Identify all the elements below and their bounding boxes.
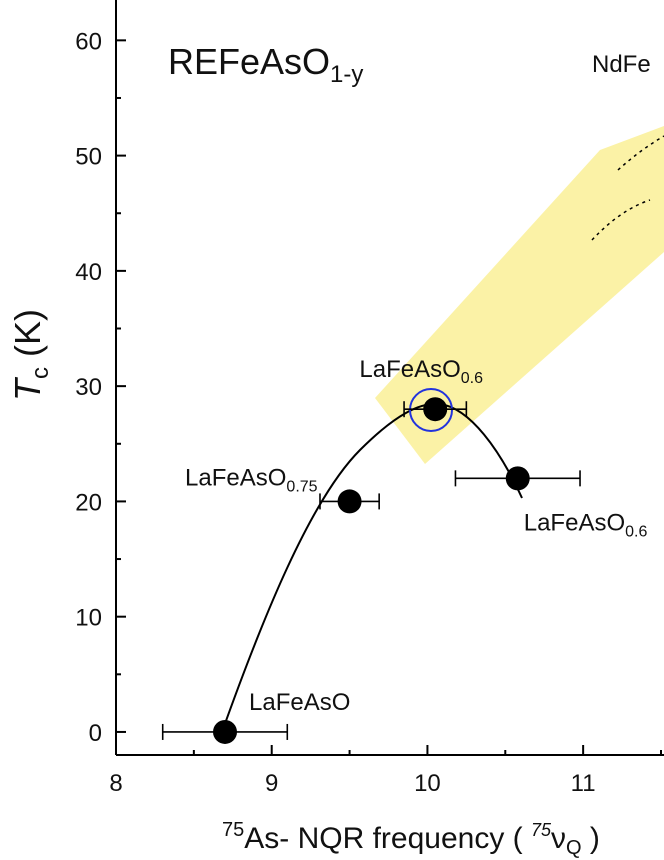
- x-tick-label: 8: [109, 770, 122, 797]
- x-label-symbol: ν: [551, 822, 566, 855]
- data-point: [213, 719, 237, 744]
- point-label-sub: 0.6: [461, 370, 483, 387]
- x-label-text: As- NQR frequency (: [244, 822, 531, 855]
- y-label-rest: (K): [7, 309, 48, 367]
- y-tick-label: 50: [75, 144, 102, 171]
- y-label-sub: c: [27, 367, 54, 379]
- dashed-curve: [617, 135, 664, 171]
- x-axis-label: 75As- NQR frequency ( 75νQ ): [222, 819, 600, 859]
- y-tick-label: 30: [75, 374, 102, 401]
- data-point: [337, 489, 362, 514]
- point-label-text: LaFeAsO: [249, 689, 350, 716]
- point-label-text: LaFeAsO: [524, 509, 625, 536]
- point-label-text: LaFeAsO: [359, 356, 460, 383]
- x-tick-label: 10: [414, 770, 441, 797]
- title-text: REFeAsO: [168, 41, 330, 82]
- y-tick-label: 0: [89, 720, 102, 747]
- y-label-italic: T: [7, 376, 48, 401]
- x-label-sup: 75: [222, 819, 244, 841]
- title-sub: 1-y: [330, 61, 363, 88]
- point-label-text: LaFeAsO: [185, 464, 286, 491]
- highlight-circle: [409, 388, 453, 432]
- point-label: LaFeAsO: [249, 689, 350, 716]
- chart-title: REFeAsO1-y: [168, 41, 363, 88]
- x-label-text: ): [582, 822, 600, 855]
- point-label: LaFeAsO0.6: [359, 356, 483, 387]
- y-tick-label: 20: [75, 489, 102, 516]
- point-label-sub: 0.75: [286, 478, 317, 495]
- y-tick-label: 40: [75, 259, 102, 286]
- dashed-curve: [591, 199, 651, 241]
- x-tick-label: 11: [571, 770, 596, 797]
- data-point: [423, 397, 448, 422]
- y-tick-label: 10: [75, 605, 102, 632]
- point-label: LaFeAsO0.75: [185, 464, 318, 495]
- x-tick-label: 9: [265, 770, 278, 797]
- fit-curve: [221, 402, 523, 733]
- x-label-sub: Q: [566, 837, 582, 859]
- annotation: NdFe: [592, 51, 651, 78]
- point-label: LaFeAsO0.6: [524, 509, 648, 540]
- data-point: [505, 466, 530, 491]
- point-label-sub: 0.6: [625, 523, 647, 540]
- highlight-band: [375, 126, 664, 464]
- x-label-sup: 75: [531, 820, 552, 840]
- y-axis-label: Tc (K): [7, 309, 54, 401]
- y-tick-label: 60: [75, 28, 102, 55]
